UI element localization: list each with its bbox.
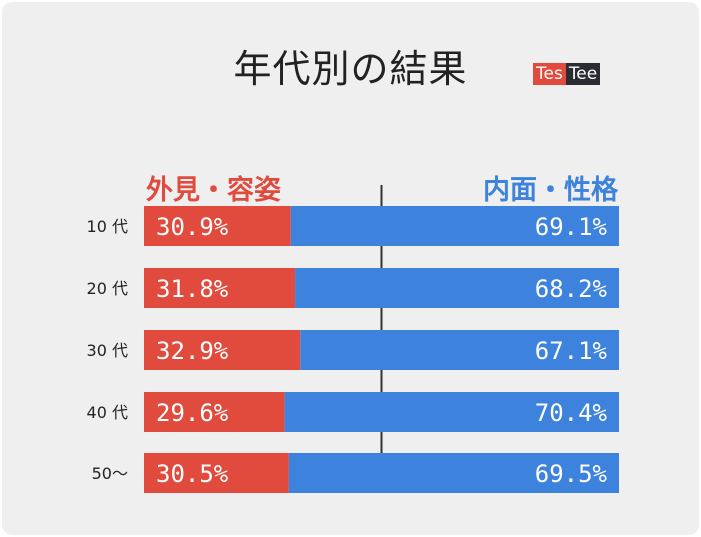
logo-part-1: Tes bbox=[533, 63, 566, 85]
bar-right-1 bbox=[295, 268, 619, 308]
category-label-0: 10 代 bbox=[87, 217, 128, 236]
chart-title: 年代別の結果 bbox=[233, 47, 468, 91]
value-label-left-3: 29.6% bbox=[156, 399, 229, 427]
bar-left-1 bbox=[144, 268, 296, 308]
bar-left-2 bbox=[144, 330, 301, 370]
bar-left-3 bbox=[144, 392, 285, 432]
category-label-2: 30 代 bbox=[87, 341, 128, 360]
value-label-left-4: 30.5% bbox=[156, 460, 229, 488]
category-label-3: 40 代 bbox=[87, 403, 128, 422]
value-label-right-0: 69.1% bbox=[535, 213, 608, 241]
value-label-right-2: 67.1% bbox=[535, 337, 608, 365]
bar-right-2 bbox=[300, 330, 619, 370]
value-label-left-1: 31.8% bbox=[156, 275, 229, 303]
bar-left-0 bbox=[144, 206, 291, 246]
legend-left-series: 外見・容姿 bbox=[146, 175, 281, 206]
value-label-left-0: 30.9% bbox=[156, 213, 229, 241]
value-label-right-3: 70.4% bbox=[535, 399, 608, 427]
bar-right-0 bbox=[290, 206, 619, 246]
value-label-right-1: 68.2% bbox=[535, 275, 608, 303]
bar-left-4 bbox=[144, 453, 289, 493]
value-label-left-2: 32.9% bbox=[156, 337, 229, 365]
value-label-right-4: 69.5% bbox=[535, 460, 608, 488]
testee-logo: Tes Tee bbox=[533, 63, 601, 85]
bar-right-4 bbox=[288, 453, 619, 493]
legend-right-series: 内面・性格 bbox=[483, 175, 618, 206]
logo-part-2: Tee bbox=[565, 63, 601, 85]
bar-right-3 bbox=[284, 392, 619, 432]
category-label-1: 20 代 bbox=[87, 279, 128, 298]
category-label-4: 50～ bbox=[92, 464, 128, 483]
